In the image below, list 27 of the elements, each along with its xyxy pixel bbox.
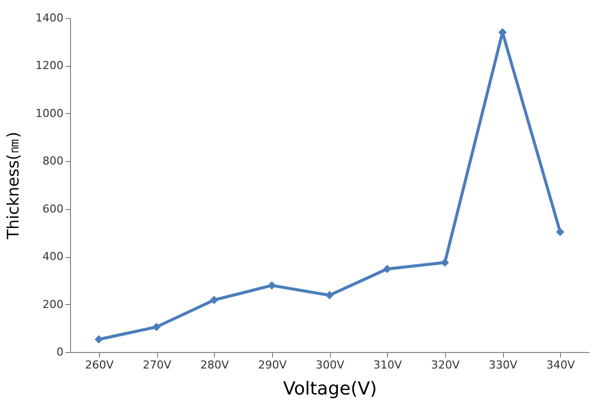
y-tick-label: 1000 [36,106,64,120]
x-tick-label: 290V [258,358,288,372]
point [556,228,564,236]
x-tick-label: 280V [200,358,230,372]
y-tick-label: 1400 [36,12,64,24]
x-tick-label: 330V [488,358,518,372]
x-tick-label: 300V [316,358,345,372]
x-tick-label: 260V [85,358,114,372]
point [94,335,104,344]
x-tick-label: 340V [546,358,576,372]
point [210,296,218,304]
x-tick-label: 320V [431,358,460,372]
y-tick-label: 200 [42,298,64,311]
point [268,281,276,290]
y-axis-title: Thickness(㎚) [4,132,23,240]
y-tick-label: 400 [42,250,64,264]
x-axis-title: Voltage(V) [283,378,377,400]
point [152,322,161,332]
x-tick-label: 310V [373,358,402,372]
y-tick-label: 800 [42,154,64,168]
y-tick-label: 1200 [36,59,64,72]
y-tick-label: 0 [56,346,64,358]
y-tick-label: 600 [42,202,64,216]
point [382,264,392,274]
point [440,258,450,267]
point [325,291,334,300]
x-tick-label: 270V [142,358,172,372]
